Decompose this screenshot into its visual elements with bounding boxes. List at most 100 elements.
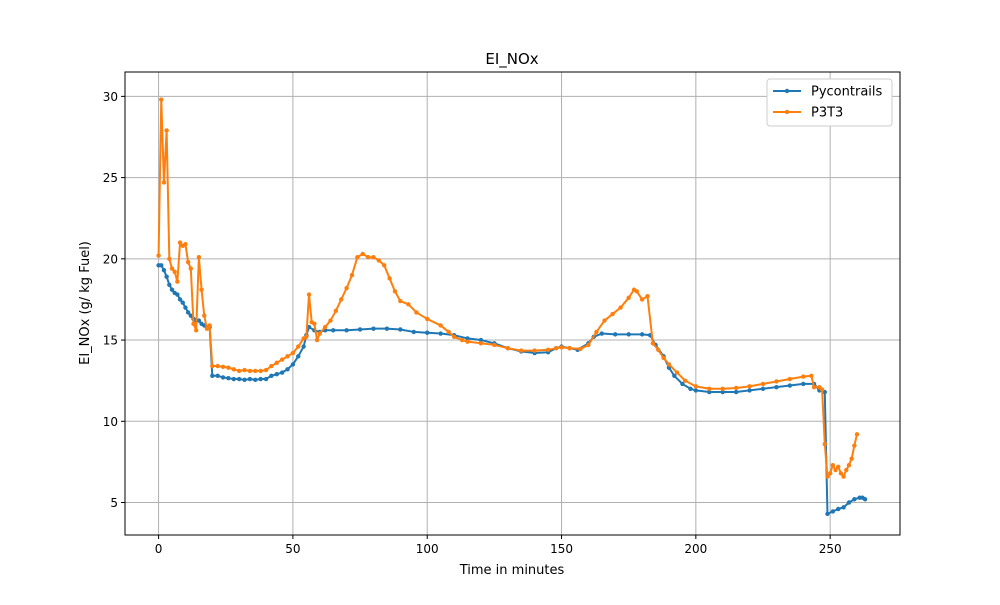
data-point-pycontrails [226,376,231,381]
data-point-p3t3 [339,297,344,302]
data-point-p3t3 [682,378,688,383]
data-point-pycontrails [159,263,164,268]
data-point-pycontrails [330,328,336,333]
data-point-pycontrails [183,305,188,310]
data-point-p3t3 [210,363,215,369]
data-point-pycontrails [344,328,349,333]
data-point-p3t3 [505,345,510,351]
legend-label-p3t3: P3T3 [811,106,843,121]
data-point-p3t3 [204,326,210,331]
data-point-pycontrails [411,329,416,335]
y-tick-label: 10 [103,415,118,429]
data-point-p3t3 [841,474,846,479]
x-axis-label: Time in minutes [459,563,565,578]
data-point-pycontrails [242,377,247,383]
data-point-p3t3 [236,368,242,374]
data-point-p3t3 [519,348,524,353]
data-point-p3t3 [322,324,328,330]
data-point-pycontrails [465,336,470,341]
legend-marker-pycontrails [784,88,790,94]
data-point-p3t3 [819,387,825,392]
data-point-pycontrails [688,386,693,391]
data-point-pycontrails [274,371,279,377]
data-point-pycontrails [357,327,363,332]
data-point-pycontrails [210,373,215,378]
data-point-pycontrails [177,297,183,302]
data-point-p3t3 [317,331,322,336]
data-point-p3t3 [661,355,666,361]
data-point-p3t3 [693,384,699,389]
data-point-p3t3 [451,334,457,339]
data-point-p3t3 [833,467,838,473]
data-point-p3t3 [720,386,725,391]
data-point-p3t3 [760,381,766,387]
data-point-p3t3 [650,341,656,346]
data-point-p3t3 [446,329,451,335]
data-point-p3t3 [618,305,623,310]
data-point-p3t3 [177,240,183,245]
y-tick-label: 25 [103,171,118,185]
data-point-p3t3 [188,266,194,271]
data-point-pycontrails [774,384,779,390]
data-point-p3t3 [545,347,551,352]
data-point-p3t3 [811,384,817,390]
data-point-p3t3 [844,467,849,473]
legend-label-pycontrails: Pycontrails [811,85,883,100]
data-point-p3t3 [610,311,615,317]
data-point-p3t3 [258,368,263,374]
data-point-p3t3 [242,367,247,373]
data-point-p3t3 [360,251,365,257]
data-point-pycontrails [169,287,175,292]
data-point-p3t3 [626,295,631,301]
data-point-pycontrails [760,386,766,391]
data-point-p3t3 [279,357,285,362]
data-point-pycontrails [296,354,301,359]
data-point-pycontrails [438,331,443,336]
data-point-pycontrails [247,376,253,382]
data-point-p3t3 [306,292,312,297]
data-point-pycontrails [269,373,274,378]
data-point-pycontrails [285,367,290,372]
data-point-p3t3 [269,363,274,369]
chart-title: EI_NOx [485,50,538,69]
data-point-p3t3 [175,279,180,284]
data-point-p3t3 [382,263,387,268]
data-point-p3t3 [312,321,317,327]
data-point-pycontrails [384,326,390,331]
data-point-p3t3 [220,364,226,370]
series-layer [156,97,868,517]
data-point-p3t3 [196,255,202,260]
x-tick-label: 50 [285,542,300,556]
data-point-pycontrails [852,497,857,502]
data-point-p3t3 [836,464,841,469]
data-point-pycontrails [167,282,172,288]
series-p3t3 [156,97,860,479]
data-point-p3t3 [406,302,411,307]
data-point-p3t3 [215,363,220,369]
data-point-p3t3 [167,256,172,262]
data-point-pycontrails [836,506,841,512]
data-point-p3t3 [253,368,258,374]
data-point-p3t3 [787,376,793,382]
data-point-p3t3 [822,441,827,447]
x-tick-label: 200 [684,542,707,556]
data-point-p3t3 [838,471,844,476]
data-point-p3t3 [414,310,419,315]
data-point-pycontrails [862,497,868,502]
data-point-p3t3 [193,328,199,333]
data-point-p3t3 [634,289,639,294]
y-tick-label: 5 [110,496,118,510]
data-point-p3t3 [532,348,537,353]
y-tick-label: 15 [103,334,118,348]
data-point-pycontrails [733,389,739,395]
data-point-pycontrails [398,327,403,332]
data-point-pycontrails [220,375,226,380]
y-tick-label: 30 [103,90,118,104]
data-point-p3t3 [674,370,680,375]
data-point-p3t3 [478,341,484,346]
data-point-pycontrails [253,377,258,383]
data-point-p3t3 [801,374,806,379]
data-point-pycontrails [801,381,806,387]
data-point-pycontrails [680,381,685,387]
data-point-pycontrails [161,268,167,273]
